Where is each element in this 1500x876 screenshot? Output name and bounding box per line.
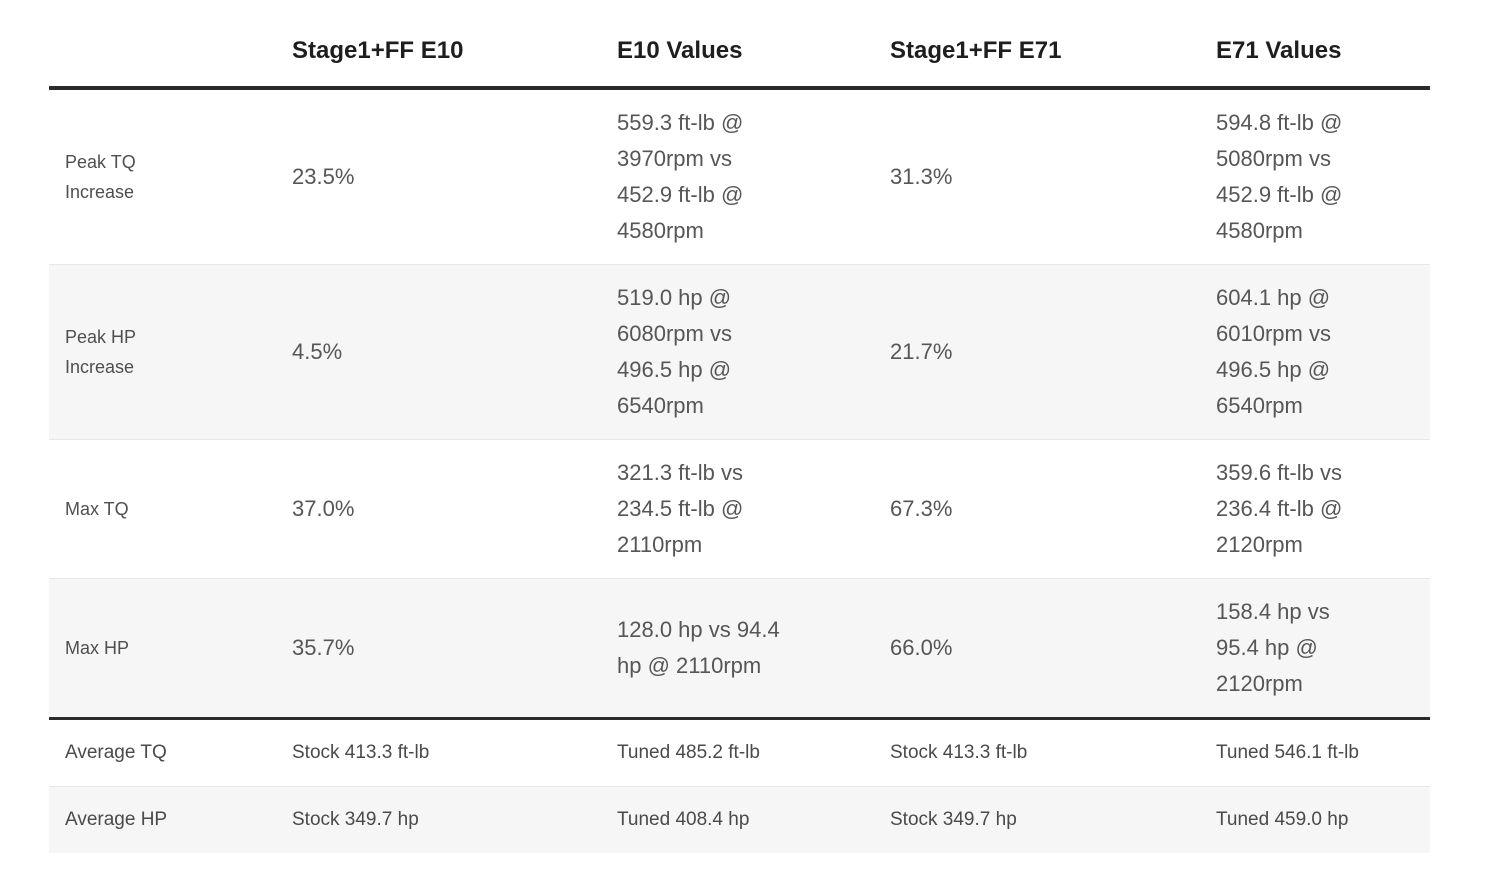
table-row-peak-tq-increase: Peak TQ Increase 23.5% 559.3 ft-lb @ 397… (49, 88, 1430, 265)
header-cell-stage1-ff-e71: Stage1+FF E71 (874, 20, 1200, 90)
value-cell: 158.4 hp vs 95.4 hp @ 2120rpm (1216, 599, 1330, 696)
header-cell-blank (49, 20, 276, 90)
row-label: Peak TQ Increase (65, 152, 136, 202)
table-row-max-tq: Max TQ 37.0% 321.3 ft-lb vs 234.5 ft-lb … (49, 440, 1430, 579)
value-cell: Stock 413.3 ft-lb (292, 742, 430, 763)
value-cell: 66.0% (890, 635, 953, 660)
value-cell: 604.1 hp @ 6010rpm vs 496.5 hp @ 6540rpm (1216, 285, 1331, 418)
value-cell: 21.7% (890, 339, 953, 364)
value-cell: Tuned 408.4 hp (617, 809, 750, 830)
header-cell-e71-values: E71 Values (1200, 20, 1430, 90)
table-row-average-tq: Average TQ Stock 413.3 ft-lb Tuned 485.2… (49, 719, 1430, 787)
row-label: Peak HP Increase (65, 327, 137, 377)
value-cell: Stock 349.7 hp (292, 809, 419, 830)
table-row-max-hp: Max HP 35.7% 128.0 hp vs 94.4 hp @ 2110r… (49, 578, 1430, 719)
value-cell: 23.5% (292, 164, 355, 189)
value-cell: Stock 349.7 hp (890, 809, 1017, 830)
row-label: Max HP (65, 638, 130, 658)
value-cell: 4.5% (292, 339, 343, 364)
value-cell: 67.3% (890, 496, 953, 521)
value-cell: 594.8 ft-lb @ 5080rpm vs 452.9 ft-lb @ 4… (1216, 110, 1343, 243)
value-cell: Tuned 546.1 ft-lb (1216, 742, 1359, 763)
value-cell: 519.0 hp @ 6080rpm vs 496.5 hp @ 6540rpm (617, 285, 732, 418)
dyno-comparison-table: Stage1+FF E10 E10 Values Stage1+FF E71 E… (49, 20, 1430, 853)
table-row-average-hp: Average HP Stock 349.7 hp Tuned 408.4 hp… (49, 786, 1430, 853)
value-cell: Tuned 459.0 hp (1216, 809, 1349, 830)
row-label: Average TQ (65, 742, 167, 763)
value-cell: 37.0% (292, 496, 355, 521)
table-row-peak-hp-increase: Peak HP Increase 4.5% 519.0 hp @ 6080rpm… (49, 264, 1430, 440)
value-cell: 31.3% (890, 164, 953, 189)
value-cell: 128.0 hp vs 94.4 hp @ 2110rpm (617, 617, 780, 678)
value-cell: Tuned 485.2 ft-lb (617, 742, 760, 763)
header-cell-e10-values: E10 Values (601, 20, 874, 90)
header-row: Stage1+FF E10 E10 Values Stage1+FF E71 E… (49, 20, 1430, 90)
row-label: Average HP (65, 809, 168, 830)
value-cell: 321.3 ft-lb vs 234.5 ft-lb @ 2110rpm (617, 460, 744, 557)
value-cell: 559.3 ft-lb @ 3970rpm vs 452.9 ft-lb @ 4… (617, 110, 744, 243)
value-cell: 359.6 ft-lb vs 236.4 ft-lb @ 2120rpm (1216, 460, 1343, 557)
value-cell: 35.7% (292, 635, 355, 660)
row-label: Max TQ (65, 499, 129, 519)
value-cell: Stock 413.3 ft-lb (890, 742, 1028, 763)
header-cell-stage1-ff-e10: Stage1+FF E10 (276, 20, 601, 90)
